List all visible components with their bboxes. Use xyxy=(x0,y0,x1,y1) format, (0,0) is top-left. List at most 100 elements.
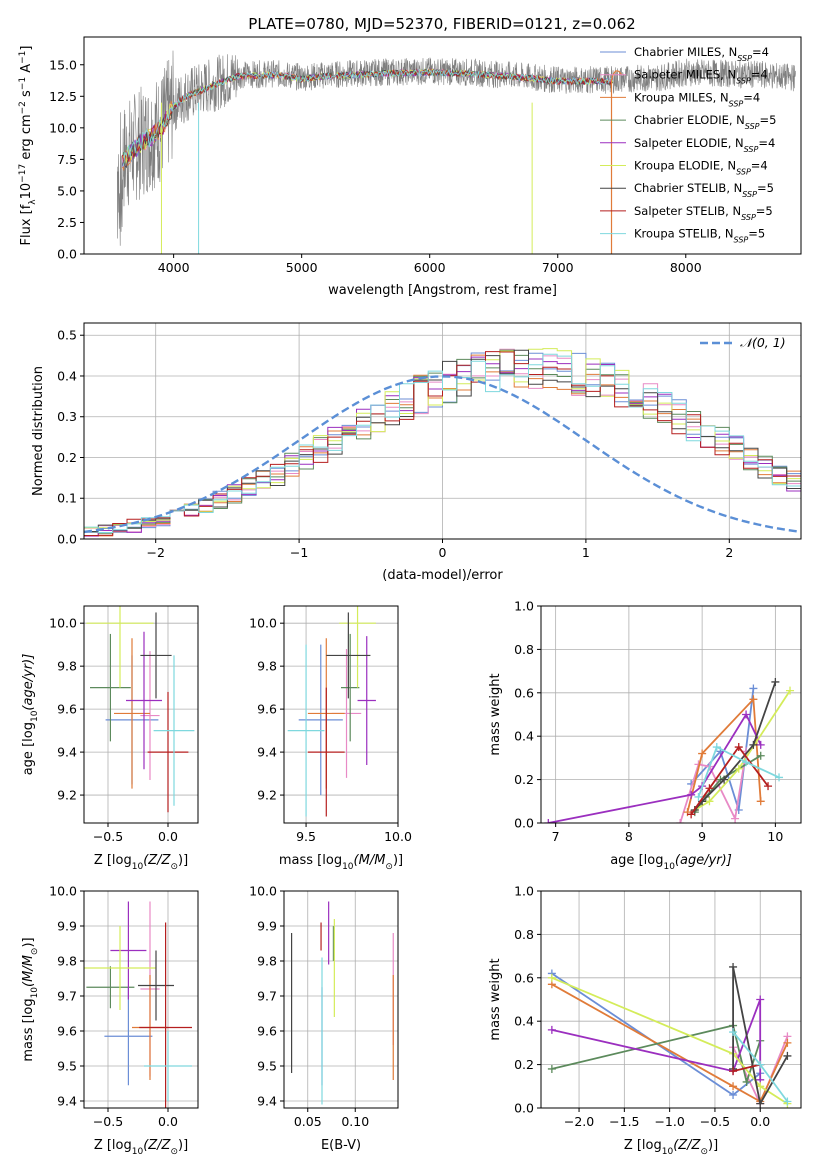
y-tick-label: 9.5 xyxy=(257,1059,277,1074)
weight-line-chabrier_stelib xyxy=(732,966,789,1107)
y-tick-label: 9.4 xyxy=(57,745,77,760)
legend-entry-chabrier_elodie: Chabrier ELODIE, NSSP=5 xyxy=(634,113,776,131)
x-axis-label-part: )] xyxy=(708,1138,718,1153)
y-tick-label: 9.7 xyxy=(257,989,277,1004)
model-edge-kroupa-miles xyxy=(610,70,623,254)
legend-entry-salpeter_stelib: Salpeter STELIB, NSSP=5 xyxy=(634,204,773,222)
x-axis-label-part: ⊙ xyxy=(170,1147,178,1157)
weight-marker-kroupa_stelib xyxy=(729,1028,738,1037)
y-tick-label: 0.6 xyxy=(514,685,534,700)
x-axis-label-part: (Z/Z xyxy=(673,1138,701,1153)
weight-marker-salpeter_elodie xyxy=(544,819,553,823)
legend-label: Salpeter MILES, N xyxy=(634,68,736,82)
y-axis-label-part: age [log xyxy=(21,722,36,775)
x-tick-label: 1 xyxy=(582,545,590,560)
y-axis-label-part: −1 xyxy=(18,77,28,90)
legend-sub: SSP xyxy=(734,235,749,244)
x-tick-label: 0 xyxy=(439,545,447,560)
y-tick-label: 9.2 xyxy=(257,788,277,803)
legend-tail: =4 xyxy=(743,90,760,104)
y-tick-label: 9.6 xyxy=(57,702,77,717)
weight_vs_Z-frame xyxy=(540,890,802,1109)
x-axis-label: mass [log10(M/M⊙)] xyxy=(279,853,403,872)
weight_vs_Z-panel: −2.0 −1.5 −1.0 −0.5 0.0 0.0 0.2 0.4 0.6 0.8 1.0 Z [… xyxy=(488,884,802,1157)
legend-entry-chabrier_miles: Chabrier MILES, NSSP=4 xyxy=(634,45,769,63)
weight-marker-chabrier_stelib xyxy=(729,962,738,971)
y-axis-label-part: 10 xyxy=(30,987,40,999)
weight-marker-salpeter_stelib xyxy=(729,1067,738,1076)
weight-marker-kroupa_stelib xyxy=(756,1060,765,1069)
legend-label: Kroupa ELODIE, N xyxy=(634,159,736,173)
y-tick-label: 7.5 xyxy=(57,152,77,167)
legend-label: Kroupa STELIB, N xyxy=(634,227,734,241)
weight-marker-kroupa_elodie xyxy=(547,973,556,982)
legend-sub: SSP xyxy=(729,99,744,108)
legend-sub: SSP xyxy=(736,76,751,85)
y-tick-label: 2.5 xyxy=(57,215,77,230)
y-tick-label: 1.0 xyxy=(514,884,534,899)
x-tick-label: 0.0 xyxy=(750,1114,770,1129)
legend-entry-salpeter_miles: Salpeter MILES, NSSP=4 xyxy=(634,68,768,86)
x-axis-label-part: mass [log xyxy=(279,853,342,868)
weight-marker-kroupa_elodie xyxy=(734,764,743,773)
weight-marker-kroupa_stelib xyxy=(742,758,751,767)
mass_vs_Z-panel: −0.5 0.09.49.59.69.79.89.910.0Z [log10(Z/… xyxy=(21,884,199,1157)
y-axis-label-part: −17 xyxy=(18,164,28,183)
weight-marker-salpeter_elodie xyxy=(742,710,751,719)
figure-title: PLATE=0780, MJD=52370, FIBERID=0121, z=0… xyxy=(248,15,635,33)
weight-marker-chabrier_elodie xyxy=(742,1077,751,1086)
y-tick-label: 0.5 xyxy=(57,328,77,343)
x-axis-label-part: age [log xyxy=(610,853,663,868)
legend-label: Chabrier ELODIE, N xyxy=(634,113,745,127)
y-axis-label: mass weight xyxy=(488,673,503,755)
x-axis-label: Z [log10(Z/Z⊙)] xyxy=(94,1138,188,1157)
x-axis-label-part: Z [log xyxy=(94,1138,132,1153)
x-tick-label: 0.10 xyxy=(341,1114,369,1129)
x-tick-label: 0.0 xyxy=(158,829,178,844)
y-axis-label-part: )] xyxy=(21,937,36,947)
x-axis-label-part: ⊙ xyxy=(385,862,393,872)
weight-marker-chabrier_stelib xyxy=(720,775,729,784)
weight-marker-kroupa_miles xyxy=(783,1038,792,1047)
age_vs_Z-frame xyxy=(83,605,199,824)
y-tick-label: 10.0 xyxy=(249,616,277,631)
x-axis-label: age [log10(age/yr)] xyxy=(610,853,732,872)
y-axis-label-part: −1 xyxy=(18,51,28,64)
weight-marker-kroupa_elodie xyxy=(786,686,795,695)
y-tick-label: 1.0 xyxy=(514,599,534,614)
mass_vs_ebv-panel: 0.05 0.10 9.4 9.5 9.6 9.7 9.8 9.9 10.0 E(B-V) xyxy=(249,884,399,1153)
weight-line-kroupa_miles xyxy=(686,697,762,813)
y-tick-label: 0.8 xyxy=(514,642,534,657)
x-tick-label: −1.0 xyxy=(654,1114,684,1129)
weight-marker-salpeter_elodie xyxy=(687,790,696,799)
y-tick-label: 10.0 xyxy=(249,884,277,899)
x-axis-label-part: (M/M xyxy=(354,853,386,868)
x-tick-label: −1.5 xyxy=(609,1114,639,1129)
weight_vs_age-plot-area xyxy=(544,677,795,823)
spectrum-frame xyxy=(83,36,802,255)
y-axis-label-part: ] xyxy=(19,46,34,51)
weight-line-kroupa_miles xyxy=(551,983,789,1103)
y-axis-label-part: s xyxy=(19,90,34,101)
x-axis-label-part: 10 xyxy=(342,862,354,872)
x-axis-label-part: Z [log xyxy=(94,853,132,868)
normal-curve xyxy=(84,375,801,534)
weight-marker-kroupa_elodie xyxy=(705,797,714,806)
y-tick-label: 0.0 xyxy=(514,816,534,831)
weight-marker-chabrier_elodie xyxy=(547,1064,556,1073)
x-tick-label: 9 xyxy=(698,829,706,844)
x-tick-label: 10 xyxy=(767,829,783,844)
weight-marker-chabrier_elodie xyxy=(756,751,765,760)
weight-marker-chabrier_miles xyxy=(729,1090,738,1099)
y-axis-label-part: Flux [f xyxy=(19,204,34,245)
y-tick-label: 9.4 xyxy=(257,745,277,760)
x-axis-label-part: 10 xyxy=(132,1147,144,1157)
weight-marker-kroupa_stelib xyxy=(783,1097,792,1106)
spectrum-panel: 4000 5000 6000 7000 8000 0.0 2.5 5.0 7.5 10.0 12.5… xyxy=(18,36,802,298)
x-tick-label: 5000 xyxy=(286,260,318,275)
legend-tail: =4 xyxy=(751,159,768,173)
x-tick-label: −0.5 xyxy=(93,829,123,844)
x-tick-label: 8000 xyxy=(670,260,702,275)
